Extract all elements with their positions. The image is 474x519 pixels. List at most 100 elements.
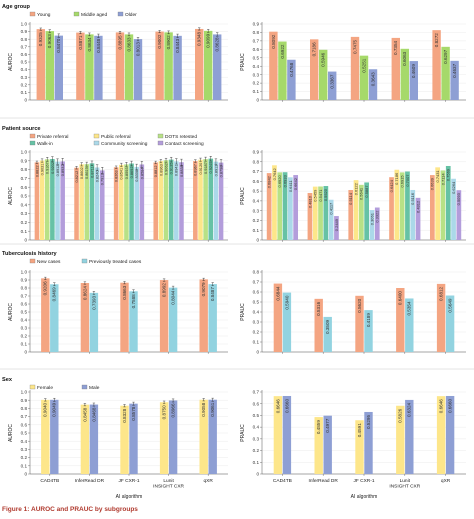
data-label: 0.5316 — [316, 301, 321, 315]
y-tick-label: 0.7 — [21, 294, 28, 299]
data-label: 0.8812 — [154, 165, 158, 177]
bar — [436, 396, 446, 474]
panel-title: Sex — [2, 377, 13, 383]
legend-label: Female — [37, 385, 53, 391]
bar — [273, 396, 283, 474]
y-axis-label: AUROC — [8, 303, 14, 321]
y-tick-label: 0.6 — [253, 290, 260, 295]
bar — [278, 41, 287, 100]
bar — [89, 404, 99, 474]
data-label: 0.7642 — [272, 168, 277, 180]
y-axis-label: PRAUC — [240, 424, 246, 442]
data-label: 0.5459 — [313, 189, 318, 202]
bar — [415, 197, 421, 240]
bar — [323, 186, 329, 240]
x-tick-label: CAD4TB — [40, 478, 59, 484]
bar — [328, 71, 337, 100]
bar — [133, 39, 143, 100]
data-label: 0.6424 — [389, 179, 394, 192]
x-tick-label: CAD4TB — [273, 478, 292, 484]
data-label: 0.7475 — [352, 39, 357, 53]
data-label: 0.8895 — [117, 35, 122, 49]
bar — [323, 415, 332, 474]
chart-sex-auroc: Sex Female Male AUROC 0 0.1 0.2 0.3 0.4 0.5 0.6 0.7… — [2, 377, 228, 500]
bar — [312, 186, 318, 240]
x-tick-label: qXR — [441, 478, 451, 484]
data-label: 0.5471 — [318, 189, 323, 202]
bar — [85, 34, 94, 100]
bar — [153, 162, 159, 240]
data-label: 0.8044 — [171, 290, 176, 304]
data-label: 0.8448 — [96, 38, 101, 52]
bar — [213, 161, 219, 240]
y-tick-label: 0.1 — [253, 340, 260, 345]
bar — [139, 164, 145, 240]
y-tick-label: 0.1 — [21, 90, 28, 95]
data-label: 0.8628 — [215, 37, 220, 51]
bar — [441, 46, 450, 100]
data-label: 0.3509 — [325, 319, 330, 333]
bar — [314, 298, 323, 352]
bar — [36, 29, 45, 101]
data-label: 0.4859 — [316, 420, 321, 434]
y-tick-label: 0.1 — [253, 228, 260, 233]
data-label: 0.7186 — [312, 42, 317, 56]
data-label: 0.5114 — [348, 192, 353, 205]
bar — [269, 31, 278, 100]
y-tick-label: 0.7 — [253, 390, 260, 395]
y-tick-label: 0.3 — [21, 326, 28, 331]
data-label: 0.7569 — [446, 168, 451, 181]
x-tick-label: qXR — [204, 478, 214, 484]
y-tick-label: 0.9 — [21, 278, 28, 283]
y-tick-label: 0 — [24, 98, 27, 103]
data-label: 0.7588 — [131, 294, 136, 308]
y-axis-label: AUROC — [8, 424, 14, 442]
bar — [50, 159, 55, 240]
y-tick-label: 0.4 — [21, 67, 28, 72]
data-label: 0.8624 — [82, 286, 87, 300]
bar — [94, 167, 100, 240]
bar — [120, 405, 129, 474]
y-tick-label: 1.0 — [21, 390, 28, 395]
y-tick-label: 1.0 — [21, 150, 28, 155]
data-label: 0.8487 — [210, 287, 215, 301]
y-tick-label: 1.0 — [21, 22, 28, 27]
bar — [405, 171, 410, 240]
data-label: 0.8966 — [171, 403, 176, 417]
bar — [400, 48, 409, 100]
bar — [368, 69, 378, 100]
bar — [273, 283, 283, 352]
y-tick-label: 0.8 — [21, 286, 28, 291]
bar — [394, 169, 400, 240]
data-label: 0.2449 — [334, 218, 339, 231]
bar — [55, 161, 60, 240]
data-label: 0.8913 — [214, 165, 218, 177]
data-label: 0.9099 — [206, 33, 211, 47]
y-tick-label: 0.8 — [253, 159, 260, 164]
bar — [353, 180, 359, 240]
bar — [451, 178, 456, 240]
bar — [193, 161, 198, 240]
bar — [266, 173, 272, 240]
bar — [389, 177, 394, 240]
bar — [445, 395, 455, 474]
data-label: 0.8443 — [175, 38, 180, 52]
y-tick-label: 0 — [24, 238, 27, 243]
data-label: 0.9167 — [46, 162, 50, 174]
bar — [129, 403, 138, 474]
bar — [80, 404, 90, 474]
y-tick-label: 0.9 — [253, 150, 260, 155]
legend-label: New cases — [37, 259, 61, 265]
bar — [287, 59, 296, 100]
data-label: 0.5940 — [284, 295, 289, 309]
data-label: 0.8711 — [90, 166, 94, 178]
y-tick-label: 0.5 — [253, 413, 260, 418]
y-tick-label: 0.7 — [21, 414, 28, 419]
bar — [89, 163, 95, 240]
data-label: 0.8932 — [61, 164, 65, 176]
data-label: 0.8822 — [35, 165, 39, 177]
y-tick-label: 0.3 — [21, 211, 28, 216]
data-label: 0.4591 — [357, 423, 362, 437]
bar — [199, 279, 208, 352]
x-tick-label: InferRead DR — [75, 478, 105, 484]
